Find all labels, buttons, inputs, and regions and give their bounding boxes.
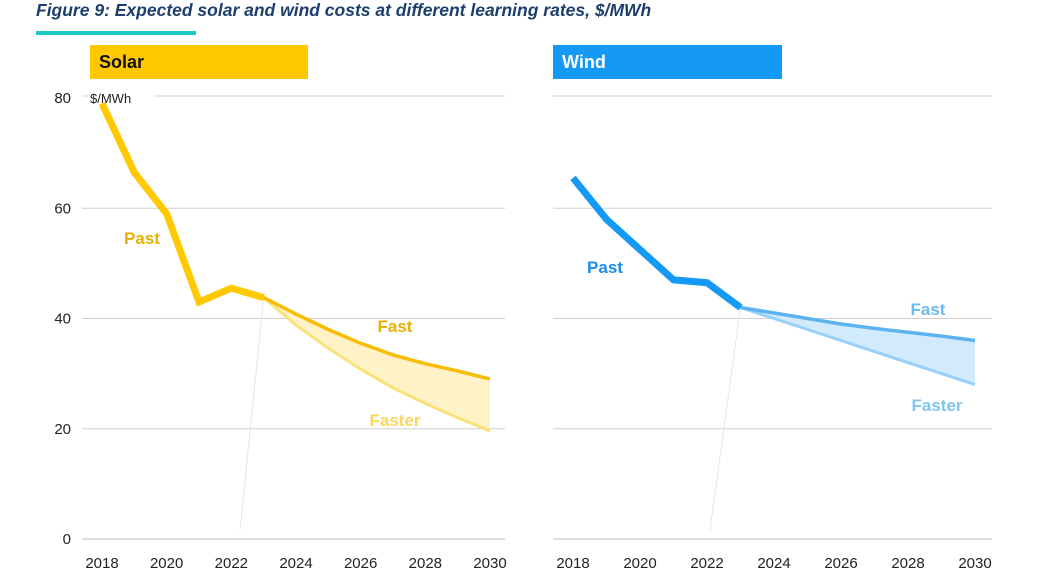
solar-fast-line: [262, 296, 491, 381]
solar-label-past: Past: [124, 229, 160, 248]
solar-xtick-label: 2020: [150, 555, 183, 572]
solar-label-fast: Fast: [378, 317, 413, 336]
solar-xtick-label: 2030: [473, 555, 506, 572]
wind-xtick-label: 2026: [824, 555, 857, 572]
solar-xtick-label: 2024: [279, 555, 312, 572]
solar-faster-line: [262, 296, 491, 433]
wind-label-faster: Faster: [911, 396, 962, 415]
wind-label-fast: Fast: [911, 300, 946, 319]
wind-faster-line: [740, 306, 976, 387]
solar-ytick-label: 0: [63, 531, 71, 548]
wind-past-line: [570, 175, 743, 311]
y-unit-label: $/MWh: [90, 91, 131, 106]
wind-xtick-label: 2024: [757, 555, 790, 572]
wind-xtick-label: 2028: [891, 555, 924, 572]
wind-xtick-label: 2018: [556, 555, 589, 572]
solar-xtick-label: 2026: [344, 555, 377, 572]
wind-leader-line: [709, 307, 741, 531]
solar-range-band: [263, 297, 490, 431]
figure-title: Figure 9: Expected solar and wind costs …: [36, 0, 652, 20]
wind-fast-line: [740, 305, 976, 343]
solar-ytick-label: 20: [54, 421, 71, 438]
wind-xtick-label: 2020: [623, 555, 656, 572]
wind-xtick-label: 2030: [958, 555, 991, 572]
solar-ytick-label: 80: [54, 90, 71, 107]
solar-ytick-label: 60: [54, 200, 71, 217]
solar-ytick-label: 40: [54, 311, 71, 328]
solar-xtick-label: 2022: [215, 555, 248, 572]
wind-label-past: Past: [587, 258, 623, 277]
solar-past-line: [98, 102, 265, 307]
solar-label-faster: Faster: [369, 411, 420, 430]
solar-leader-line: [239, 297, 265, 531]
title-accent-rule: [36, 31, 196, 35]
unit-label-backdrop: [88, 88, 154, 106]
solar-panel-title: Solar: [90, 45, 308, 79]
wind-panel-title: Wind: [553, 45, 782, 79]
solar-xtick-label: 2028: [409, 555, 442, 572]
solar-xtick-label: 2018: [85, 555, 118, 572]
wind-xtick-label: 2022: [690, 555, 723, 572]
